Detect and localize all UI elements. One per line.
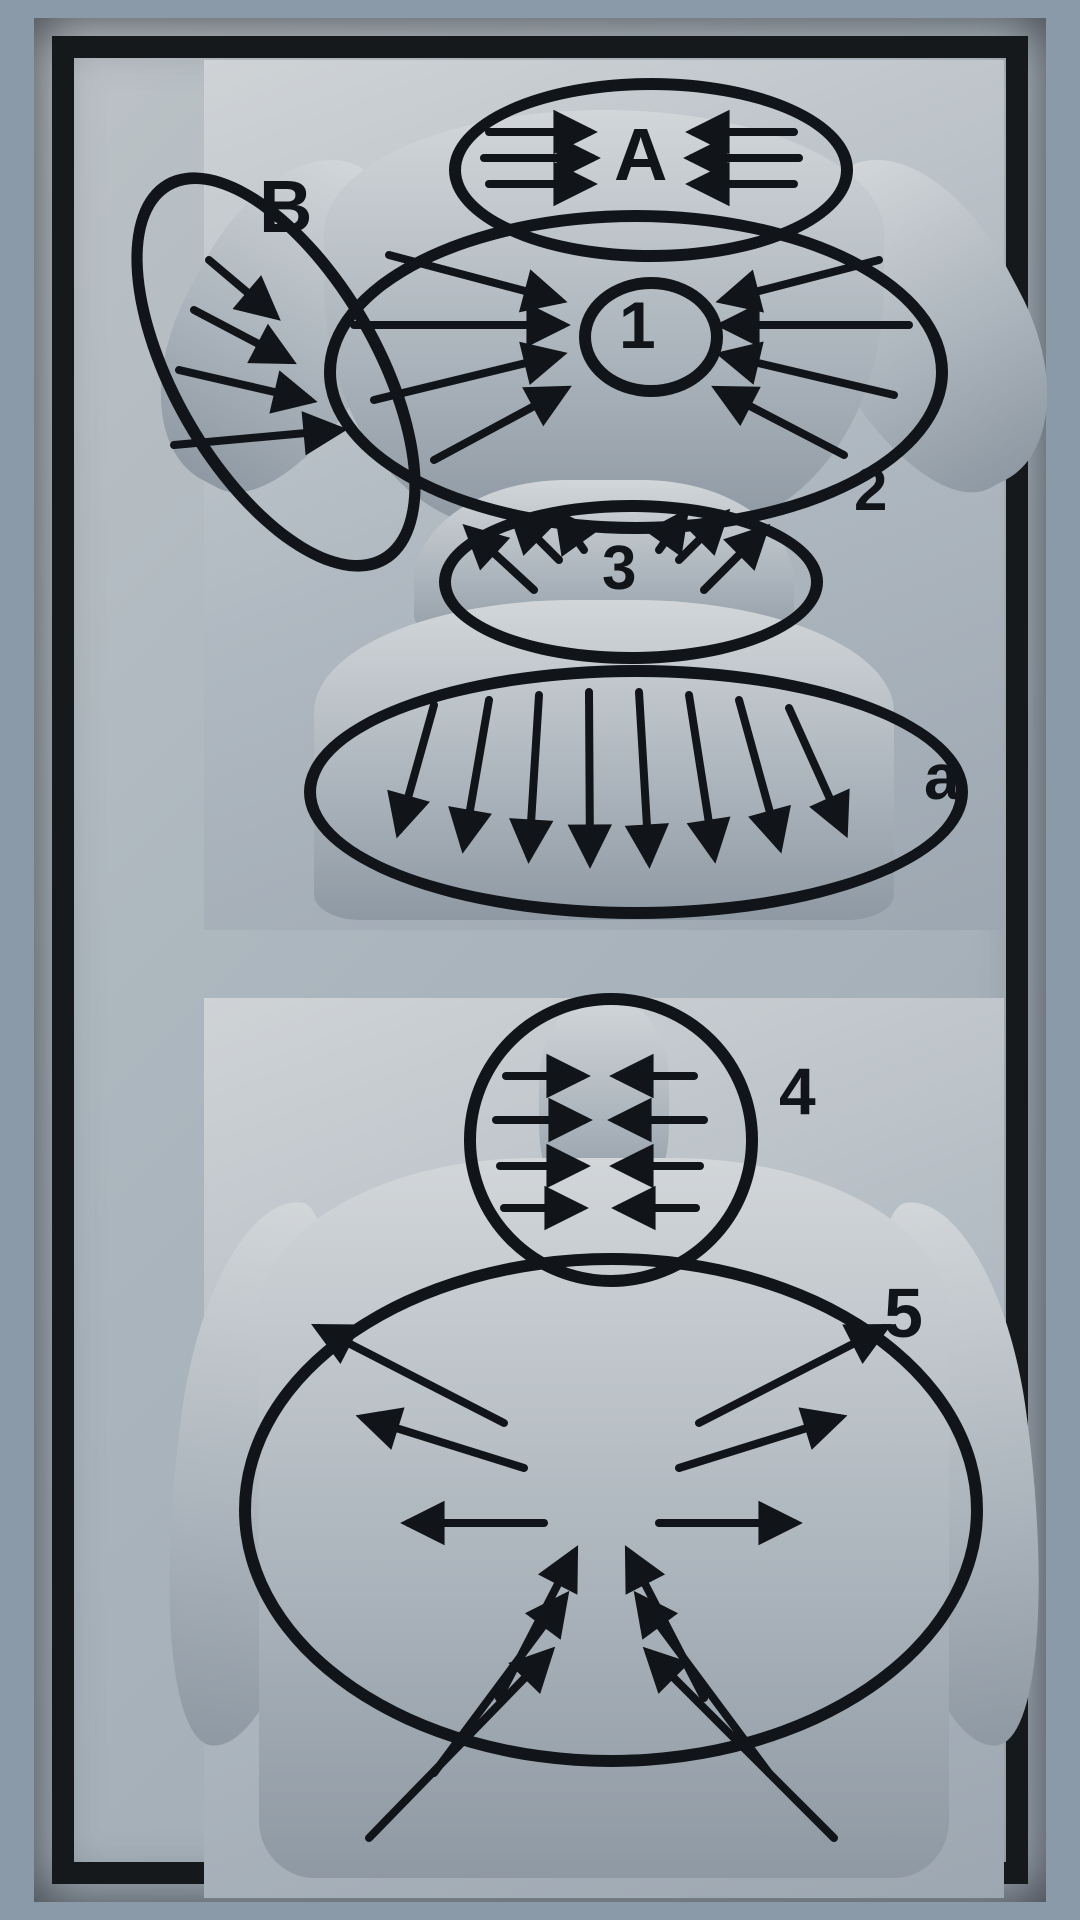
panel-back: 45: [204, 998, 1004, 1898]
label-A: A: [614, 118, 667, 192]
diagram-page: AB123a 45: [34, 18, 1046, 1902]
page-frame: AB123a 45: [52, 36, 1028, 1884]
zone-a: [304, 665, 968, 919]
label-a: a: [924, 745, 960, 809]
zone-5: [239, 1253, 983, 1767]
label-B: B: [259, 170, 312, 244]
panel-front: AB123a: [204, 60, 1004, 930]
label-2: 2: [854, 460, 887, 520]
label-4: 4: [779, 1058, 816, 1124]
label-3: 3: [602, 538, 636, 600]
label-5: 5: [884, 1278, 923, 1348]
zone-4: [464, 993, 758, 1287]
